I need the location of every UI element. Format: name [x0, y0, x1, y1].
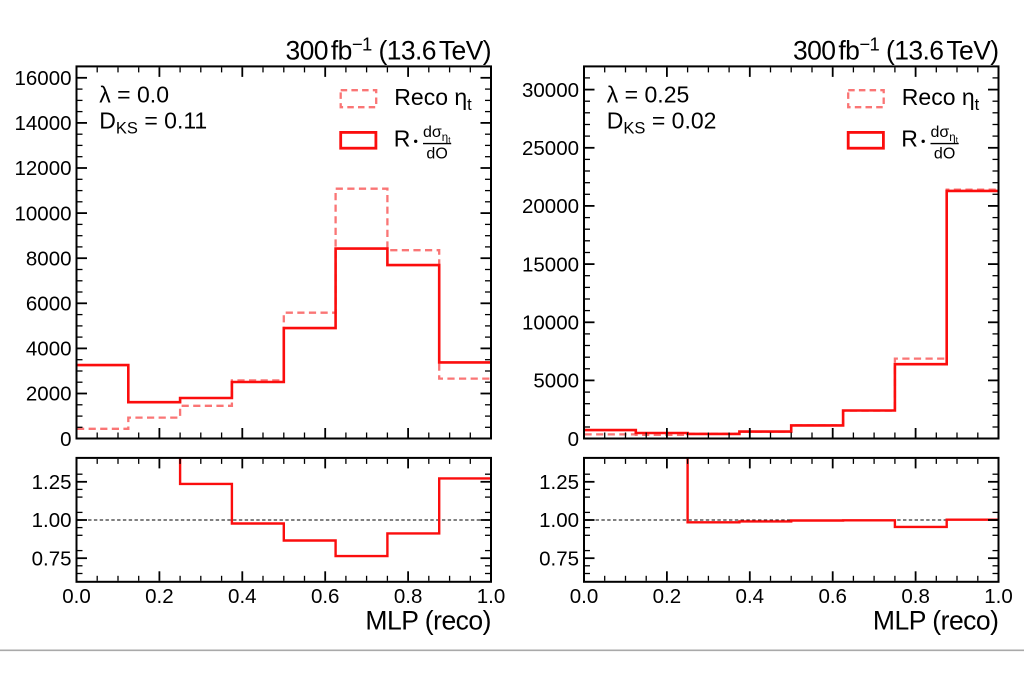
- svg-text:0.6: 0.6: [311, 585, 340, 608]
- svg-text:30000: 30000: [522, 79, 579, 102]
- svg-text:0: 0: [568, 428, 579, 451]
- svg-text:MLP (reco): MLP (reco): [365, 606, 491, 636]
- svg-text:4000: 4000: [26, 338, 72, 361]
- svg-text:dO: dO: [934, 146, 955, 163]
- svg-text:1.0: 1.0: [984, 585, 1013, 608]
- svg-text:300 fb−1 (13.6 TeV): 300 fb−1 (13.6 TeV): [793, 34, 999, 66]
- svg-text:dO: dO: [426, 146, 447, 163]
- svg-text:R: R: [901, 126, 918, 152]
- svg-text:300 fb−1 (13.6 TeV): 300 fb−1 (13.6 TeV): [285, 34, 491, 66]
- svg-text:λ = 0.0: λ = 0.0: [99, 82, 169, 108]
- svg-text:DKS = 0.11: DKS = 0.11: [99, 108, 207, 138]
- svg-text:DKS = 0.02: DKS = 0.02: [607, 108, 717, 138]
- svg-text:16000: 16000: [14, 67, 71, 90]
- svg-text:1.0: 1.0: [477, 585, 506, 608]
- svg-text:14000: 14000: [14, 112, 71, 135]
- svg-text:20000: 20000: [522, 195, 579, 218]
- svg-text:0.4: 0.4: [228, 585, 257, 608]
- svg-text:25000: 25000: [522, 137, 579, 160]
- svg-text:1.00: 1.00: [32, 509, 72, 532]
- svg-text:15000: 15000: [522, 253, 579, 276]
- svg-text:0.0: 0.0: [62, 585, 91, 608]
- svg-text:R: R: [394, 126, 411, 152]
- svg-text:1.00: 1.00: [539, 509, 579, 532]
- svg-text:Reco ηt: Reco ηt: [902, 84, 980, 114]
- svg-text:10000: 10000: [522, 312, 579, 335]
- svg-text:10000: 10000: [14, 202, 71, 225]
- svg-text:12000: 12000: [14, 157, 71, 180]
- svg-text:Reco ηt: Reco ηt: [394, 84, 472, 114]
- svg-text:0.6: 0.6: [818, 585, 847, 608]
- svg-text:0.2: 0.2: [653, 585, 682, 608]
- svg-text:6000: 6000: [26, 293, 72, 316]
- svg-text:0: 0: [60, 428, 71, 451]
- svg-text:1.25: 1.25: [32, 471, 72, 494]
- svg-text:MLP (reco): MLP (reco): [873, 606, 999, 636]
- svg-text:8000: 8000: [26, 247, 72, 270]
- svg-text:0.4: 0.4: [736, 585, 765, 608]
- svg-text:5000: 5000: [533, 370, 579, 393]
- svg-text:0.8: 0.8: [394, 585, 423, 608]
- svg-text:λ = 0.25: λ = 0.25: [607, 82, 689, 108]
- svg-text:0.2: 0.2: [145, 585, 174, 608]
- svg-text:1.25: 1.25: [539, 471, 579, 494]
- svg-text:0.8: 0.8: [901, 585, 930, 608]
- svg-text:0.0: 0.0: [570, 585, 599, 608]
- svg-text:2000: 2000: [26, 383, 72, 406]
- svg-text:0.75: 0.75: [539, 547, 579, 570]
- svg-text:0.75: 0.75: [32, 547, 72, 570]
